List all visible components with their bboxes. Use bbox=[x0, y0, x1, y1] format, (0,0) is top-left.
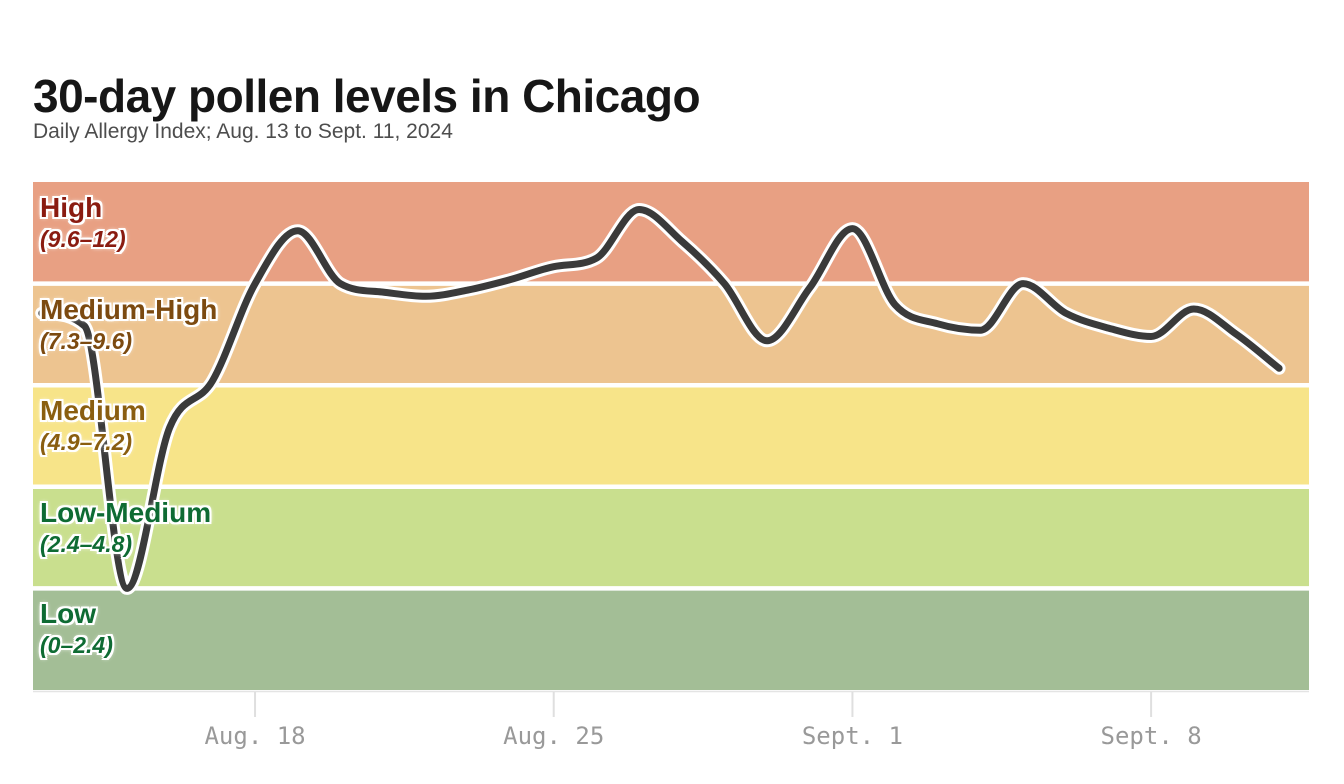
band-medium bbox=[33, 385, 1309, 487]
band-range-low: (0–2.4) bbox=[40, 632, 113, 659]
pollen-line bbox=[38, 206, 1283, 592]
x-tick-label-sept-8: Sept. 8 bbox=[1100, 722, 1202, 750]
band-label-high: High bbox=[40, 192, 103, 223]
page-title: 30-day pollen levels in Chicago bbox=[33, 69, 701, 122]
band-range-high: (9.6–12) bbox=[40, 226, 126, 252]
band-range-low-medium: (2.4–4.8) bbox=[40, 530, 133, 557]
band-label-low-medium: Low-Medium bbox=[40, 496, 212, 528]
band-range-medium: (4.9–7.2) bbox=[40, 429, 133, 456]
band-label-low: Low bbox=[40, 598, 96, 630]
x-tick-label-aug-18: Aug. 18 bbox=[204, 722, 306, 750]
band-label-medium: Medium bbox=[40, 395, 146, 427]
band-label-medium-high: Medium-High bbox=[40, 293, 218, 325]
band-low-medium bbox=[33, 486, 1309, 589]
page-subtitle: Daily Allergy Index; Aug. 13 to Sept. 11… bbox=[33, 120, 453, 143]
x-tick-label-aug-25: Aug. 25 bbox=[503, 722, 605, 750]
x-tick-label-sept-1: Sept. 1 bbox=[801, 722, 903, 750]
band-range-medium-high: (7.3–9.6) bbox=[40, 327, 133, 354]
band-low bbox=[33, 588, 1309, 690]
